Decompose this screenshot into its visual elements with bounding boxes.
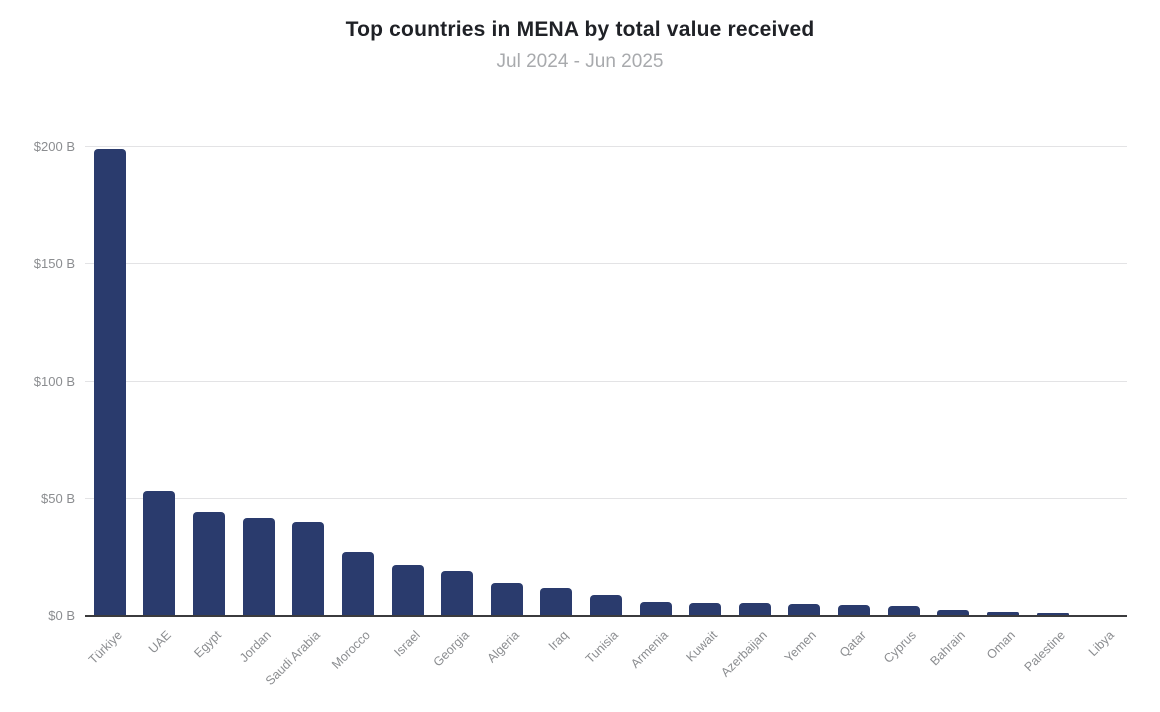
x-tick-label: Bahrain [927, 628, 969, 669]
x-tick-label: Libya [1086, 628, 1118, 660]
x-tick-label: Jordan [236, 628, 274, 665]
bar-iraq[interactable] [540, 587, 573, 616]
bar-jordan[interactable] [242, 517, 275, 616]
bar-bahrain[interactable] [937, 609, 970, 616]
bar-oman[interactable] [986, 612, 1019, 616]
bar-israel[interactable] [391, 565, 424, 616]
x-tick-label: Iraq [546, 628, 572, 654]
gridline-200 [85, 146, 1127, 147]
bar-saudi-arabia[interactable] [292, 522, 325, 616]
bar-yemen[interactable] [788, 603, 821, 616]
bar-kuwait[interactable] [689, 603, 722, 616]
chart-subtitle: Jul 2024 - Jun 2025 [496, 51, 664, 72]
x-tick-label: UAE [146, 628, 175, 657]
bar-uae[interactable] [143, 491, 176, 616]
x-tick-label: Israel [390, 628, 423, 660]
bar-cyprus[interactable] [887, 605, 920, 616]
bar-egypt[interactable] [193, 512, 226, 616]
x-tick-label: Armenia [627, 628, 671, 671]
bar-türkiye[interactable] [93, 149, 126, 616]
bar-georgia[interactable] [441, 571, 474, 616]
plot-area [85, 146, 1127, 617]
y-tick-label: $150 B [33, 256, 75, 272]
x-axis-line [85, 615, 1127, 617]
x-tick-label: Palestine [1021, 628, 1068, 675]
y-tick-label: $200 B [33, 139, 75, 154]
x-tick-label: Morocco [328, 628, 373, 672]
bar-algeria[interactable] [490, 582, 523, 616]
x-tick-label: Azerbaijan [718, 628, 770, 680]
x-tick-label: Türkiye [85, 628, 125, 667]
x-tick-label: Kuwait [683, 628, 721, 665]
x-tick-label: Qatar [836, 628, 869, 661]
x-tick-label: Egypt [191, 628, 224, 661]
gridline-100 [85, 380, 1127, 382]
x-tick-label: Georgia [430, 628, 473, 670]
chart-title: Top countries in MENA by total value rec… [345, 18, 815, 41]
y-tick-label: $50 B [41, 490, 75, 506]
bar-tunisia[interactable] [590, 594, 622, 616]
x-tick-label: Cyprus [880, 628, 919, 666]
x-tick-label: Oman [983, 628, 1018, 662]
bar-armenia[interactable] [639, 601, 672, 616]
bar-morocco[interactable] [341, 551, 374, 616]
bar-azerbaijan[interactable] [738, 603, 771, 616]
x-tick-label: Yemen [782, 628, 820, 666]
y-tick-label: $0 B [48, 608, 75, 623]
y-tick-label: $100 B [33, 373, 75, 389]
x-tick-label: Algeria [484, 628, 522, 666]
bar-qatar[interactable] [838, 604, 871, 616]
x-tick-label: Tunisia [582, 628, 621, 667]
gridline-150 [85, 263, 1127, 265]
bar-palestine[interactable] [1036, 613, 1069, 616]
gridline-50 [85, 497, 1127, 499]
